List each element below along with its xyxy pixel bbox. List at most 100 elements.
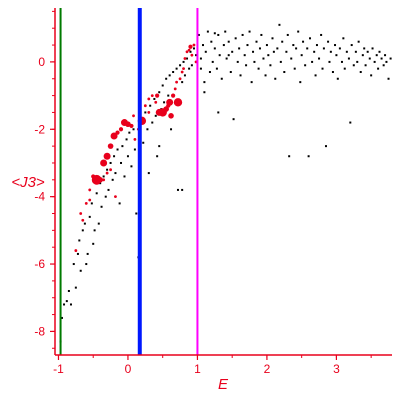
data-point-black (120, 161, 123, 164)
data-point-black (165, 77, 168, 80)
data-point-black (283, 71, 286, 74)
data-point-black (370, 74, 373, 77)
data-point-black (248, 30, 251, 33)
data-point-red (150, 94, 154, 97)
data-point-black (293, 67, 296, 70)
data-point-black (135, 212, 138, 215)
data-point-black (373, 60, 376, 63)
data-point-red (74, 249, 78, 252)
data-point-black (202, 44, 205, 47)
data-point-black (163, 101, 166, 104)
data-point-black (95, 192, 98, 195)
data-point-black (72, 263, 75, 266)
data-point-black (107, 188, 110, 191)
data-point-black (195, 54, 198, 57)
data-point-red (118, 127, 124, 132)
data-point-black (102, 175, 105, 178)
data-point-black (213, 32, 216, 35)
data-point-black (90, 202, 93, 205)
data-point-black (225, 57, 228, 60)
data-point-black (336, 77, 339, 80)
data-point-black (116, 148, 119, 151)
data-point-black (86, 252, 89, 255)
data-point-black (257, 67, 260, 70)
data-point-black (142, 141, 145, 144)
data-point-black (327, 40, 330, 43)
data-point-black (354, 50, 357, 53)
data-point-black (366, 50, 369, 53)
data-point-black (352, 64, 355, 67)
data-point-black (385, 60, 388, 63)
data-point-black (79, 269, 82, 272)
data-point-red (88, 198, 92, 202)
data-point-black (231, 50, 234, 53)
data-point-black (229, 71, 232, 74)
data-point-black (286, 33, 289, 36)
data-point-black (158, 91, 161, 94)
data-point-black (335, 54, 338, 57)
data-point-red (183, 57, 187, 60)
data-point-red (192, 43, 196, 47)
data-point-red (171, 93, 176, 98)
data-point-black (371, 47, 374, 50)
data-point-red (103, 152, 111, 160)
data-point-black (170, 128, 173, 131)
data-point-black (208, 71, 211, 74)
data-point-red (114, 195, 117, 199)
data-point-black (172, 71, 175, 74)
data-point-black (295, 47, 298, 50)
data-point-red (168, 113, 174, 119)
data-point-black (340, 60, 343, 63)
data-point-black (309, 37, 312, 40)
data-point-black (156, 155, 159, 158)
x-tick-label: 2 (264, 362, 271, 376)
data-point-black (250, 81, 253, 84)
data-point-black (114, 172, 117, 175)
data-point-black (179, 64, 182, 67)
data-point-black (93, 229, 96, 232)
data-point-black (232, 118, 235, 121)
data-point-black (285, 50, 288, 53)
data-point-black (100, 205, 103, 208)
data-point-black (378, 50, 381, 53)
data-point-red (115, 130, 120, 135)
reference-lines (59, 8, 199, 355)
data-point-black (297, 30, 300, 33)
data-point-black (382, 64, 385, 67)
data-point-black (85, 263, 88, 266)
data-point-black (304, 64, 307, 67)
data-point-black (188, 67, 191, 70)
x-tick-label: -1 (53, 362, 64, 376)
data-point-red (105, 171, 109, 175)
data-point-black (252, 50, 255, 53)
data-point-black (356, 60, 359, 63)
data-point-black (311, 60, 314, 63)
data-point-black (206, 30, 209, 33)
data-point-black (104, 195, 107, 198)
data-point-black (197, 33, 200, 36)
data-point-black (65, 300, 68, 303)
data-point-black (69, 303, 72, 306)
data-point-black (132, 128, 135, 131)
data-point-red (88, 188, 92, 192)
data-point-black (181, 188, 184, 191)
data-point-black (342, 37, 345, 40)
data-point-black (168, 74, 171, 77)
data-point-black (299, 81, 302, 84)
data-point-black (364, 64, 367, 67)
data-point-black (83, 222, 86, 225)
data-point-black (190, 64, 193, 67)
data-point-black (331, 71, 334, 74)
data-point-black (246, 44, 249, 47)
data-point-black (363, 47, 366, 50)
x-axis-title: E (218, 376, 229, 393)
data-point-black (128, 131, 131, 134)
data-point-black (106, 168, 109, 171)
data-point-red (129, 123, 134, 129)
data-point-black (126, 155, 129, 158)
data-point-black (175, 67, 178, 70)
data-point-black (343, 67, 346, 70)
data-point-red (190, 53, 194, 57)
data-point-black (199, 57, 202, 60)
